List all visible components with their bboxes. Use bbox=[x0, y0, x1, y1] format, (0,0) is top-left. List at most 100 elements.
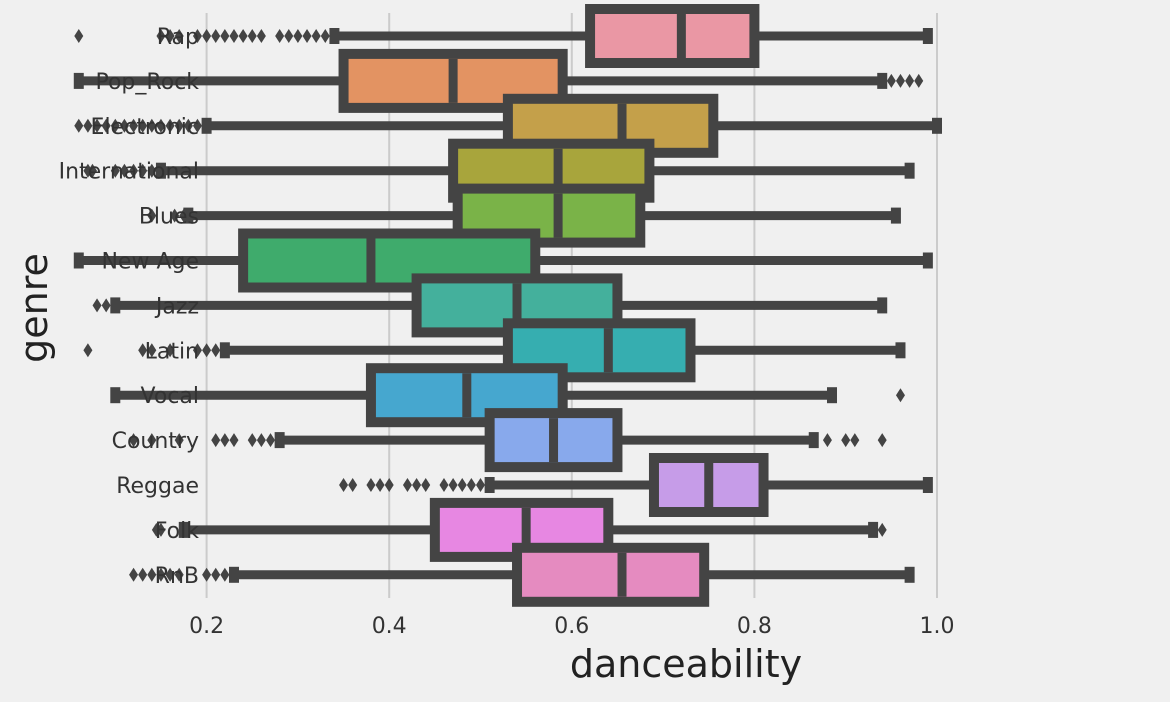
outlier-point bbox=[119, 118, 129, 133]
whisker-cap-low bbox=[183, 207, 194, 224]
whisker-cap-low bbox=[228, 566, 239, 583]
outlier-point bbox=[202, 567, 212, 582]
outlier-point bbox=[147, 163, 157, 178]
outlier-point bbox=[339, 478, 349, 492]
genre-tick-labels: Rap Pop_Rock Electronic International Blues N… bbox=[59, 25, 200, 589]
outlier-point bbox=[877, 522, 887, 537]
x-axis-title: danceability bbox=[570, 642, 802, 686]
outlier-point bbox=[83, 118, 93, 133]
outlier-point bbox=[174, 118, 184, 133]
outlier-point bbox=[247, 433, 257, 448]
x-tick-label: 0.2 bbox=[189, 614, 224, 639]
outlier-point bbox=[87, 163, 97, 178]
outlier-point bbox=[129, 118, 139, 133]
genre-label: Blues bbox=[139, 205, 199, 230]
outlier-point bbox=[412, 478, 422, 492]
whisker-cap-high bbox=[827, 387, 838, 404]
outlier-point bbox=[101, 298, 111, 313]
outlier-point bbox=[247, 29, 257, 43]
box-series bbox=[73, 4, 942, 607]
whisker-cap-high bbox=[808, 432, 819, 449]
y-axis-title: genre bbox=[12, 253, 56, 363]
outlier-point bbox=[192, 118, 202, 133]
outlier-point bbox=[320, 29, 330, 43]
whisker-cap-low bbox=[329, 28, 340, 44]
genre-label: Folk bbox=[155, 519, 199, 544]
x-tick-label: 0.6 bbox=[554, 614, 589, 639]
outlier-point bbox=[174, 433, 184, 448]
outlier-point bbox=[366, 478, 376, 492]
whisker-cap-low bbox=[178, 521, 189, 538]
outlier-point bbox=[119, 163, 129, 178]
outlier-point bbox=[151, 522, 161, 537]
outlier-point bbox=[165, 29, 175, 43]
outlier-point bbox=[229, 29, 239, 43]
outlier-point bbox=[165, 118, 175, 133]
outlier-point bbox=[841, 433, 851, 448]
outlier-point bbox=[74, 29, 84, 43]
outlier-point bbox=[156, 118, 166, 133]
outlier-point bbox=[129, 567, 139, 582]
outlier-point bbox=[170, 208, 180, 223]
whisker-cap-high bbox=[877, 297, 888, 314]
genre-label: Reggae bbox=[116, 474, 199, 499]
box-group bbox=[73, 228, 933, 293]
outlier-point bbox=[402, 478, 412, 492]
outlier-point bbox=[192, 343, 202, 358]
outlier-point bbox=[147, 208, 157, 223]
outlier-point bbox=[156, 522, 166, 537]
x-tick-labels: 0.2 0.4 0.6 0.8 1.0 bbox=[189, 614, 954, 639]
outlier-point bbox=[384, 478, 394, 492]
genre-label: Pop_Rock bbox=[95, 70, 199, 95]
outlier-point bbox=[83, 163, 93, 178]
outlier-point bbox=[74, 118, 84, 133]
outlier-point bbox=[174, 29, 184, 43]
outlier-point bbox=[822, 433, 832, 448]
whisker-cap-low bbox=[484, 477, 495, 493]
whisker-cap-high bbox=[932, 117, 942, 134]
outlier-point bbox=[83, 343, 93, 358]
outlier-point bbox=[211, 567, 221, 582]
whisker-cap-low bbox=[155, 162, 166, 179]
whisker-cap-low bbox=[73, 252, 84, 269]
genre-label: Latin bbox=[145, 339, 199, 364]
whisker-cap-low bbox=[110, 297, 121, 314]
whisker-cap-high bbox=[877, 72, 888, 89]
whisker-cap-high bbox=[922, 252, 933, 269]
whisker-cap-low bbox=[219, 342, 230, 359]
outlier-point bbox=[192, 29, 202, 43]
outlier-point bbox=[439, 478, 449, 492]
box-iqr bbox=[429, 497, 614, 562]
outlier-point bbox=[174, 567, 184, 582]
outlier-point bbox=[110, 163, 120, 178]
outlier-point bbox=[311, 29, 321, 43]
outlier-point bbox=[138, 118, 148, 133]
box-group bbox=[339, 453, 933, 517]
outlier-point bbox=[110, 118, 120, 133]
outlier-point bbox=[448, 478, 458, 492]
outlier-point bbox=[293, 29, 303, 43]
outlier-point bbox=[302, 29, 312, 43]
whisker-cap-low bbox=[73, 72, 84, 89]
genre-label: Jazz bbox=[154, 294, 199, 319]
outlier-point bbox=[211, 433, 221, 448]
box-iqr bbox=[502, 318, 696, 383]
box-group bbox=[74, 4, 933, 68]
outlier-point bbox=[179, 208, 189, 223]
outlier-point bbox=[220, 567, 230, 582]
outlier-point bbox=[457, 478, 467, 492]
genre-label: International bbox=[59, 160, 199, 185]
box-group bbox=[129, 408, 887, 473]
genre-label: Country bbox=[112, 429, 199, 454]
whisker-cap-high bbox=[922, 477, 933, 493]
outlier-point bbox=[129, 433, 139, 448]
outlier-point bbox=[92, 118, 102, 133]
outlier-point bbox=[275, 433, 285, 448]
genre-label: New Age bbox=[101, 250, 199, 275]
outlier-point bbox=[165, 343, 175, 358]
outlier-point bbox=[156, 567, 166, 582]
outlier-point bbox=[101, 118, 111, 133]
outlier-point bbox=[138, 567, 148, 582]
outlier-point bbox=[92, 298, 102, 313]
outlier-point bbox=[211, 343, 221, 358]
